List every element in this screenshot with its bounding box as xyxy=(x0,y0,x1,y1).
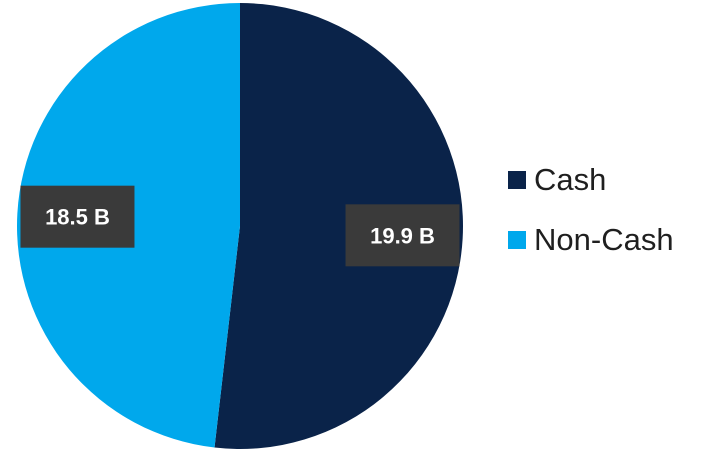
data-label-text: 19.9 B xyxy=(370,223,435,248)
legend-label-non-cash: Non-Cash xyxy=(534,222,674,257)
data-label-text: 18.5 B xyxy=(45,205,110,230)
legend-item-non-cash[interactable]: Non-Cash xyxy=(508,220,674,260)
pie-chart: 19.9 B 18.5 B xyxy=(16,3,463,449)
legend-item-cash[interactable]: Cash xyxy=(508,160,674,200)
data-label-non-cash: 18.5 B xyxy=(20,185,135,248)
legend-swatch-cash xyxy=(508,171,526,189)
legend-swatch-non-cash xyxy=(508,231,526,249)
chart-legend: Cash Non-Cash xyxy=(508,160,674,280)
legend-label-cash: Cash xyxy=(534,162,607,197)
data-label-cash: 19.9 B xyxy=(345,204,460,267)
data-label-box xyxy=(20,185,135,248)
slice-cash[interactable] xyxy=(214,3,463,449)
data-label-box xyxy=(345,204,460,267)
